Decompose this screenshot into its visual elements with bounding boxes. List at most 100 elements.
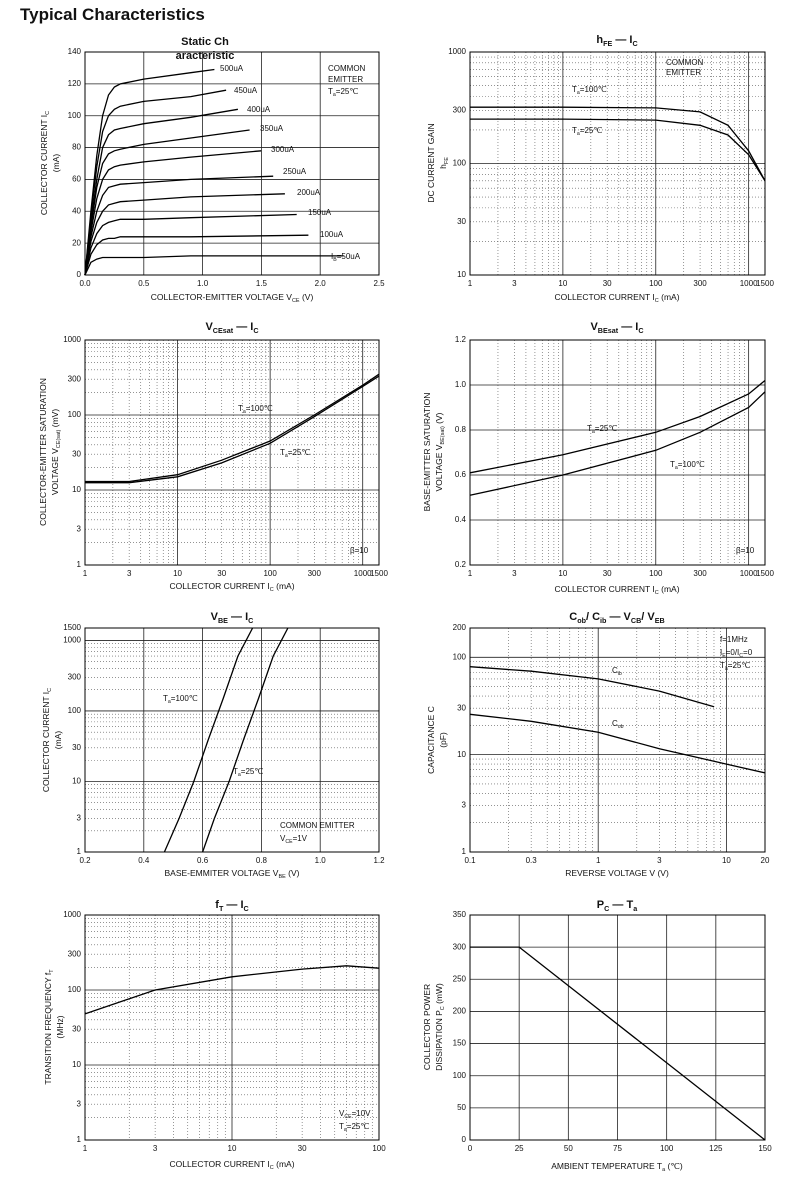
text-segment: (mA) — [274, 581, 295, 591]
text-segment: (mA) — [659, 292, 680, 302]
text-segment: / C — [586, 611, 600, 623]
y-tick-label: 0 — [462, 1135, 467, 1144]
y-axis-label: (mA) — [53, 731, 63, 750]
x-tick-label: 1.2 — [373, 856, 385, 865]
y-tick-label: 10 — [72, 777, 81, 786]
text-segment: — V — [606, 611, 631, 623]
y-tick-label: 100 — [68, 706, 82, 715]
data-line — [84, 234, 309, 276]
series-label: Ta=100℃ — [163, 694, 198, 705]
y-tick-label: 300 — [68, 672, 82, 681]
y-axis-label: DISSIPATION PC (mW) — [434, 983, 446, 1071]
text-segment: C — [655, 298, 659, 304]
x-axis-label: BASE-EMMITER VOLTAGE VBE (V) — [164, 868, 299, 880]
text-segment: (mA) — [659, 584, 680, 594]
text-segment: I — [720, 648, 722, 657]
x-tick-label: 2.5 — [373, 279, 385, 288]
text-segment: =25℃ — [728, 661, 751, 670]
data-line — [84, 89, 227, 276]
series-label: Ta=100℃ — [670, 460, 705, 471]
text-segment: CE — [285, 839, 293, 845]
x-tick-label: 1 — [596, 856, 601, 865]
series-label: 400uA — [247, 105, 271, 114]
x-tick-label: 0.5 — [138, 279, 150, 288]
data-line — [470, 106, 766, 182]
x-tick-label: 3 — [657, 856, 662, 865]
text-segment: =1V — [293, 834, 308, 843]
text-segment: C — [739, 653, 743, 659]
x-tick-label: 150 — [758, 1144, 772, 1153]
text-segment: =25℃ — [347, 1122, 370, 1131]
y-tick-label: 3 — [77, 813, 82, 822]
x-tick-label: 300 — [693, 279, 707, 288]
x-tick-label: 0.6 — [197, 856, 209, 865]
text-segment: CB — [631, 616, 641, 625]
text-segment: C — [604, 904, 609, 913]
text-segment: DISSIPATION P — [434, 1010, 444, 1071]
text-segment: CE(sat) — [56, 429, 62, 448]
x-tick-label: 100 — [372, 1144, 386, 1153]
text-segment: CEsat — [213, 326, 234, 335]
y-tick-label: 0.6 — [455, 470, 467, 479]
y-tick-label: 1000 — [63, 636, 81, 645]
text-segment: EB — [655, 616, 665, 625]
y-tick-label: 10 — [72, 485, 81, 494]
text-segment: 100uA — [320, 230, 344, 239]
chart-title: hFE — IC — [596, 34, 637, 48]
data-line — [84, 129, 250, 276]
text-segment: — I — [618, 321, 638, 333]
y-axis-label: COLLECTOR POWER — [422, 984, 432, 1070]
series-label: 350uA — [260, 124, 284, 133]
text-segment: V — [339, 1109, 345, 1118]
chart-title: Static Ch — [181, 36, 229, 48]
y-tick-label: 1000 — [63, 335, 81, 344]
y-tick-label: 30 — [72, 743, 81, 752]
text-segment: BE — [218, 616, 228, 625]
y-tick-label: 100 — [68, 111, 82, 120]
text-segment: FE — [444, 157, 450, 164]
x-tick-label: 25 — [515, 1144, 524, 1153]
text-segment: T — [720, 661, 725, 670]
chart-title: PC — Ta — [597, 899, 638, 913]
text-segment: a — [168, 699, 171, 705]
plot-frame — [84, 51, 380, 276]
x-tick-label: 1500 — [756, 569, 774, 578]
y-tick-label: 3 — [77, 1099, 82, 1108]
text-segment: REVERSE VOLTAGE V (V) — [565, 868, 669, 878]
data-line — [201, 627, 289, 853]
text-segment: =50uA — [337, 252, 361, 261]
x-tick-label: 100 — [649, 569, 663, 578]
text-segment: AMBIENT TEMPERATURE T — [551, 1161, 662, 1171]
text-segment: ob — [618, 724, 624, 730]
x-tick-label: 10 — [558, 279, 567, 288]
x-tick-label: 300 — [693, 569, 707, 578]
x-tick-label: 0.1 — [464, 856, 476, 865]
annotation: β=10 — [350, 546, 369, 555]
text-segment: COLLECTOR CURRENT I — [169, 1159, 269, 1169]
text-segment: C — [47, 688, 53, 692]
series-label: Cob — [612, 719, 624, 730]
y-tick-label: 50 — [457, 1103, 466, 1112]
x-tick-label: 125 — [709, 1144, 723, 1153]
text-segment: B — [333, 257, 337, 263]
text-segment: β=10 — [736, 546, 755, 555]
text-segment: — I — [228, 611, 248, 623]
y-tick-label: 100 — [68, 985, 82, 994]
text-segment: a — [577, 131, 580, 137]
text-segment: VOLTAGE V — [434, 444, 444, 491]
chart-title: VBEsat — IC — [590, 321, 643, 335]
y-tick-label: 250 — [453, 974, 467, 983]
text-segment: C — [440, 1006, 446, 1010]
text-segment: VOLTAGE V — [50, 448, 60, 495]
text-segment: — I — [223, 899, 243, 911]
y-tick-label: 1000 — [63, 910, 81, 919]
text-segment: TRANSITION FREQUENCY f — [43, 972, 53, 1084]
y-axis-label: VOLTAGE VCE(sat) (mV) — [50, 409, 62, 496]
data-line — [470, 946, 766, 1141]
series-label: Ta=100℃ — [572, 85, 607, 96]
data-line — [470, 118, 766, 182]
y-tick-label: 3 — [462, 801, 467, 810]
text-segment: — I — [612, 34, 632, 46]
text-segment: f — [215, 899, 219, 911]
y-axis-label: hFE — [438, 157, 450, 169]
